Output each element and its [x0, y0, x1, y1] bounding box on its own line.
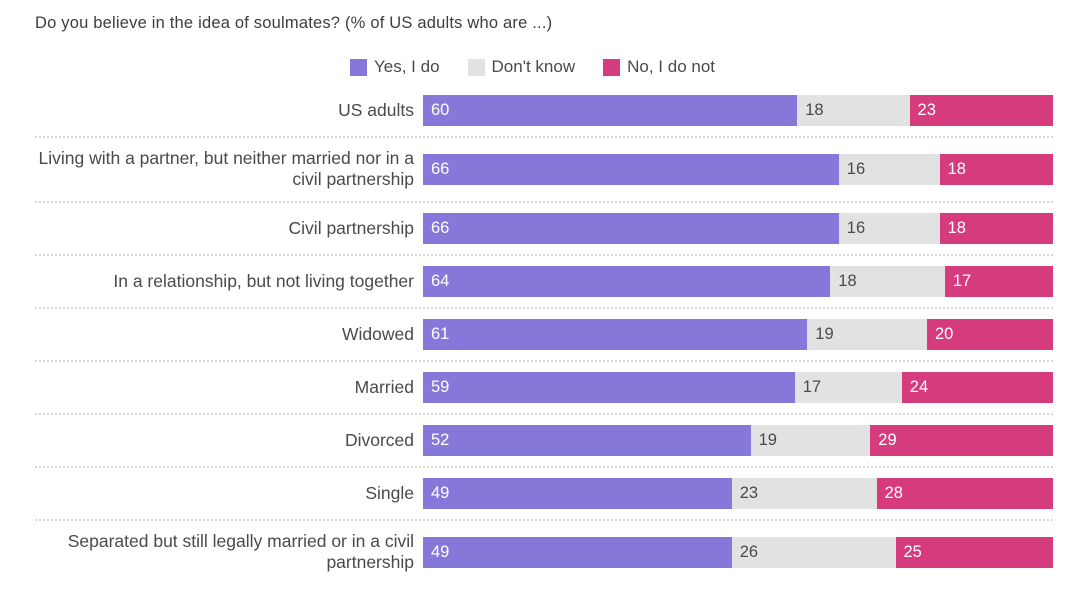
chart-title: Do you believe in the idea of soulmates?… — [35, 14, 553, 32]
stacked-bar: 60 18 23 — [423, 95, 1053, 126]
chart-row: US adults 60 18 23 — [35, 85, 1053, 136]
bar-segment-yes: 59 — [423, 371, 795, 403]
category-label: Living with a partner, but neither marri… — [38, 148, 414, 190]
legend-swatch-yes-icon — [349, 58, 367, 76]
legend-label-yes: Yes, I do — [373, 57, 440, 76]
bar-segment-dont-know: 16 — [838, 212, 940, 244]
category-label: Married — [354, 376, 414, 397]
chart-row: Widowed 61 19 20 — [35, 306, 1053, 360]
stacked-bar: 64 18 17 — [423, 265, 1053, 297]
value-label: 19 — [815, 324, 834, 343]
stacked-bar: 59 17 24 — [423, 371, 1053, 403]
value-label: 18 — [947, 218, 966, 237]
legend-swatch-dont-know-icon — [467, 58, 485, 76]
bar-segment-yes: 61 — [423, 318, 808, 350]
category-label: Widowed — [342, 323, 414, 344]
value-label: 59 — [431, 377, 450, 396]
legend-label-dont-know: Don't know — [491, 57, 576, 76]
bar-segment-yes: 49 — [423, 477, 732, 509]
bar-segment-dont-know: 18 — [830, 265, 945, 297]
bar-segment-no: 23 — [909, 95, 1053, 126]
stacked-bar: 66 16 18 — [423, 153, 1053, 185]
value-label: 19 — [758, 430, 777, 449]
bar-segment-no: 24 — [901, 371, 1053, 403]
chart-row: Single 49 23 28 — [35, 465, 1054, 519]
value-label: 16 — [846, 159, 866, 178]
legend-item-dont-know: Don't know — [467, 57, 576, 77]
chart-row: Separated but still legally married or i… — [35, 518, 1053, 584]
bar-segment-yes: 64 — [423, 265, 831, 297]
value-label: 20 — [935, 324, 954, 343]
chart-rows: US adults 60 18 23 Living with a partner, bu… — [35, 85, 1054, 584]
value-label: 23 — [739, 483, 759, 502]
bar-segment-dont-know: 26 — [731, 536, 896, 568]
value-label: 66 — [431, 218, 450, 237]
chart-row: In a relationship, but not living togeth… — [35, 253, 1053, 307]
category-label: Divorced — [344, 429, 414, 450]
category-label: US adults — [338, 99, 414, 120]
stacked-bar: 66 16 18 — [423, 212, 1053, 244]
value-label: 16 — [846, 218, 866, 237]
stacked-bar: 49 26 25 — [423, 536, 1053, 568]
value-label: 64 — [431, 271, 450, 290]
value-label: 17 — [952, 271, 972, 290]
value-label: 60 — [431, 101, 450, 119]
bar-segment-yes: 66 — [423, 153, 839, 185]
value-label: 18 — [947, 159, 966, 178]
value-label: 24 — [909, 377, 929, 396]
bar-segment-yes: 66 — [423, 212, 839, 244]
value-label: 18 — [838, 271, 857, 290]
value-label: 49 — [431, 542, 450, 561]
bar-segment-dont-know: 17 — [794, 371, 902, 403]
bar-segment-no: 25 — [895, 536, 1053, 568]
stacked-bar: 49 23 28 — [423, 477, 1054, 509]
value-label: 29 — [878, 430, 897, 449]
value-label: 25 — [903, 542, 922, 561]
value-label: 61 — [431, 324, 450, 343]
bar-segment-dont-know: 19 — [750, 424, 871, 456]
bar-segment-yes: 52 — [423, 424, 751, 456]
bar-segment-dont-know: 16 — [838, 153, 940, 185]
bar-segment-no: 18 — [939, 153, 1053, 185]
value-label: 18 — [805, 101, 824, 119]
bar-segment-no: 18 — [939, 212, 1053, 244]
value-label: 23 — [917, 101, 936, 119]
category-label: In a relationship, but not living togeth… — [113, 270, 414, 291]
value-label: 26 — [739, 542, 759, 561]
chart-row: Civil partnership 66 16 18 — [35, 200, 1053, 254]
value-label: 28 — [884, 483, 903, 502]
legend-swatch-no-icon — [603, 58, 621, 76]
bar-segment-no: 20 — [927, 318, 1053, 350]
value-label: 66 — [431, 159, 450, 178]
category-label: Separated but still legally married or i… — [67, 530, 414, 573]
bar-segment-no: 29 — [870, 424, 1053, 456]
value-label: 52 — [431, 430, 450, 449]
chart-row: Living with a partner, but neither marri… — [35, 136, 1053, 201]
chart-row: Divorced 52 19 29 — [35, 412, 1053, 466]
bar-segment-yes: 60 — [423, 95, 798, 126]
bar-segment-yes: 49 — [423, 536, 732, 568]
category-label: Civil partnership — [288, 217, 414, 238]
legend-item-yes: Yes, I do — [349, 57, 440, 77]
chart-row: Married 59 17 24 — [35, 359, 1053, 413]
legend-label-no: No, I do not — [627, 57, 715, 76]
category-label: Single — [365, 482, 414, 503]
legend: Yes, I do Don't know No, I do not — [0, 57, 1065, 77]
bar-segment-dont-know: 18 — [797, 95, 910, 126]
legend-item-no: No, I do not — [603, 57, 715, 77]
bar-segment-dont-know: 19 — [807, 318, 927, 350]
stacked-bar: 61 19 20 — [423, 318, 1053, 350]
stacked-bar: 52 19 29 — [423, 424, 1053, 456]
bar-segment-dont-know: 23 — [731, 477, 877, 509]
bar-segment-no: 28 — [876, 477, 1054, 509]
bar-segment-no: 17 — [944, 265, 1053, 297]
value-label: 49 — [431, 483, 450, 502]
value-label: 17 — [802, 377, 822, 396]
